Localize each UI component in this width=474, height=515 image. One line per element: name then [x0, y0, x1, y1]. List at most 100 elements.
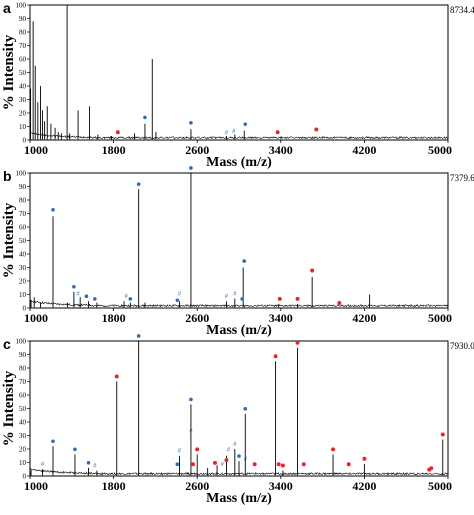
- blue-dot-marker: [86, 461, 91, 465]
- x-tick-label: 1000: [24, 311, 48, 325]
- hash-marker: #: [41, 462, 45, 468]
- hash-marker: #: [221, 462, 225, 468]
- spectrum-panel-a: a 0 10 20 30 40 50 60 70 80 90 100 1000 1800 2600 3400 4…: [0, 0, 474, 170]
- red-dot-marker: [212, 460, 217, 465]
- red-dot-marker: [301, 462, 306, 467]
- hash-marker: #: [189, 428, 193, 434]
- hash-marker: #: [93, 464, 97, 470]
- spectrum-chart-a: a 0 10 20 30 40 50 60 70 80 90 100 1000 1800 2600 3400 4…: [1, 0, 474, 170]
- red-dot-marker: [440, 432, 445, 437]
- hash-marker: #: [244, 457, 248, 463]
- y-tick-label: 90: [19, 15, 27, 23]
- y-tick-label: 10: [19, 459, 27, 467]
- y-tick-label: 100: [16, 170, 27, 178]
- y-tick-label: 50: [19, 237, 27, 245]
- y-tick-label: 70: [19, 210, 27, 218]
- blue-dot-marker: [136, 334, 141, 338]
- blue-dot-marker: [128, 297, 133, 301]
- red-dot-marker: [295, 296, 300, 301]
- blue-dot-marker: [240, 297, 244, 301]
- panel-letter: a: [3, 0, 11, 16]
- x-tick-label: 2600: [185, 479, 209, 493]
- blue-dot-marker: [51, 208, 55, 212]
- red-dot-marker: [362, 456, 367, 461]
- red-dot-marker: [252, 462, 257, 467]
- red-dot-marker: [280, 463, 285, 468]
- x-tick-label: 5000: [428, 311, 452, 325]
- spectrum-chart-b: b 0 10 20 30 40 50 60 70 80 90 100 1000 1800 2600 3400 4…: [1, 166, 474, 338]
- red-dot-marker: [310, 268, 315, 273]
- baseline-trace: [29, 299, 448, 308]
- red-dot-marker: [277, 296, 282, 301]
- red-dot-marker: [114, 374, 119, 379]
- x-tick-label: 1000: [24, 143, 48, 157]
- hash-marker: #: [232, 129, 236, 135]
- blue-dot-marker: [143, 115, 147, 120]
- red-dot-marker: [429, 466, 434, 471]
- y-tick-label: 40: [19, 83, 27, 91]
- y-tick-label: 70: [19, 378, 27, 386]
- blue-dot-marker: [242, 259, 247, 263]
- red-dot-marker: [295, 340, 300, 345]
- red-dot-marker: [195, 447, 200, 452]
- y-tick-label: 50: [19, 69, 27, 77]
- y-axis-label: % Intensity: [1, 34, 17, 110]
- hash-marker: #: [178, 449, 182, 455]
- hash-marker: #: [124, 294, 128, 300]
- red-dot-marker: [275, 130, 280, 135]
- baseline-trace: [29, 132, 448, 140]
- y-tick-label: 20: [19, 446, 27, 454]
- x-tick-label: 1800: [102, 479, 126, 493]
- blue-dot-marker: [136, 182, 141, 186]
- red-dot-marker: [224, 458, 229, 463]
- y-tick-label: 30: [19, 264, 27, 272]
- x-tick-label: 1800: [102, 311, 126, 325]
- spectrum-panel-b: b 0 10 20 30 40 50 60 70 80 90 100 1000 1800 2600 3400 4…: [0, 166, 474, 338]
- blue-dot-marker: [175, 298, 180, 303]
- x-tick-label: 1000: [24, 479, 48, 493]
- y-tick-label: 60: [19, 392, 27, 400]
- plot-frame: [29, 172, 449, 309]
- y-tick-label: 40: [19, 251, 27, 259]
- y-axis-label: % Intensity: [1, 202, 17, 278]
- plot-frame: [29, 4, 449, 141]
- y-tick-label: 50: [19, 405, 27, 413]
- x-tick-label: 2600: [185, 311, 209, 325]
- y-tick-label: 80: [19, 365, 27, 373]
- x-axis-label: Mass (m/z): [206, 323, 272, 338]
- max-intensity-label: 7930.0: [450, 341, 474, 351]
- red-dot-marker: [337, 300, 342, 305]
- x-tick-label: 1800: [102, 143, 126, 157]
- x-tick-label: 4200: [352, 311, 376, 325]
- y-tick-label: 0: [23, 473, 27, 481]
- y-tick-label: 0: [23, 137, 27, 145]
- y-tick-label: 100: [16, 338, 27, 346]
- y-tick-label: 100: [16, 2, 27, 10]
- red-dot-marker: [314, 127, 319, 132]
- x-axis-label: Mass (m/z): [206, 491, 272, 506]
- max-intensity-label: 8734.4: [450, 5, 474, 15]
- red-dot-marker: [276, 462, 281, 467]
- y-tick-label: 90: [19, 351, 27, 359]
- blue-dot-marker: [73, 447, 77, 452]
- y-tick-label: 10: [19, 123, 27, 131]
- x-tick-label: 2600: [185, 143, 209, 157]
- y-tick-label: 70: [19, 42, 27, 50]
- spectrum-chart-c: c 0 10 20 30 40 50 60 70 80 90 100 1000 1800 2600 3400 4…: [1, 334, 474, 506]
- red-dot-marker: [331, 447, 336, 452]
- y-tick-label: 60: [19, 56, 27, 64]
- blue-dot-marker: [189, 397, 193, 402]
- red-dot-marker: [273, 354, 278, 359]
- red-dot-marker: [115, 130, 120, 135]
- y-tick-label: 80: [19, 197, 27, 205]
- baseline-trace: [29, 467, 448, 476]
- blue-dot-marker: [92, 297, 97, 301]
- y-tick-label: 30: [19, 96, 27, 104]
- panel-letter: b: [3, 168, 12, 184]
- y-tick-label: 30: [19, 432, 27, 440]
- y-tick-label: 80: [19, 29, 27, 37]
- blue-dot-marker: [237, 454, 241, 458]
- max-intensity-label: 7379.6: [450, 173, 474, 183]
- blue-dot-marker: [243, 122, 248, 126]
- hash-marker: #: [225, 130, 229, 136]
